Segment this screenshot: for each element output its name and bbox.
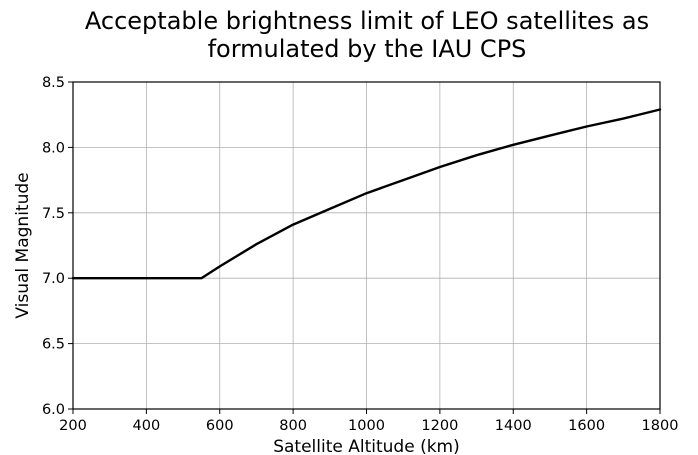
- chart-title-line-1: Acceptable brightness limit of LEO satel…: [85, 7, 649, 35]
- y-tick-label: 7.0: [42, 271, 65, 287]
- y-tick-label: 7.5: [42, 206, 65, 222]
- y-tick-label: 6.0: [42, 402, 65, 418]
- x-tick-label: 1400: [495, 418, 532, 434]
- y-axis-label: Visual Magnitude: [13, 172, 33, 318]
- chart-title-line-2: formulated by the IAU CPS: [208, 35, 527, 63]
- x-tick-label: 200: [59, 418, 87, 434]
- y-tick-label: 8.5: [42, 75, 65, 91]
- x-tick-label: 800: [279, 418, 307, 434]
- y-tick-label: 8.0: [42, 140, 65, 156]
- x-tick-label: 1800: [642, 418, 679, 434]
- x-tick-label: 600: [206, 418, 234, 434]
- x-tick-label: 1000: [348, 418, 385, 434]
- x-tick-label: 1200: [421, 418, 458, 434]
- x-axis-label: Satellite Altitude (km): [273, 437, 460, 455]
- y-tick-label: 6.5: [42, 337, 65, 353]
- x-tick-label: 1600: [568, 418, 605, 434]
- axis-ticks: 200 400 600 800 1000 1200 1400 1600 1800 6.0 6.5 7.…: [42, 75, 679, 434]
- x-tick-label: 400: [133, 418, 161, 434]
